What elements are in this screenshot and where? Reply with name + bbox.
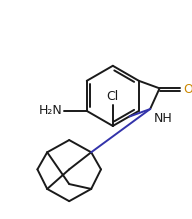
Text: Cl: Cl bbox=[107, 90, 119, 103]
Text: O: O bbox=[183, 83, 192, 96]
Text: H₂N: H₂N bbox=[39, 104, 62, 117]
Text: NH: NH bbox=[154, 112, 173, 125]
